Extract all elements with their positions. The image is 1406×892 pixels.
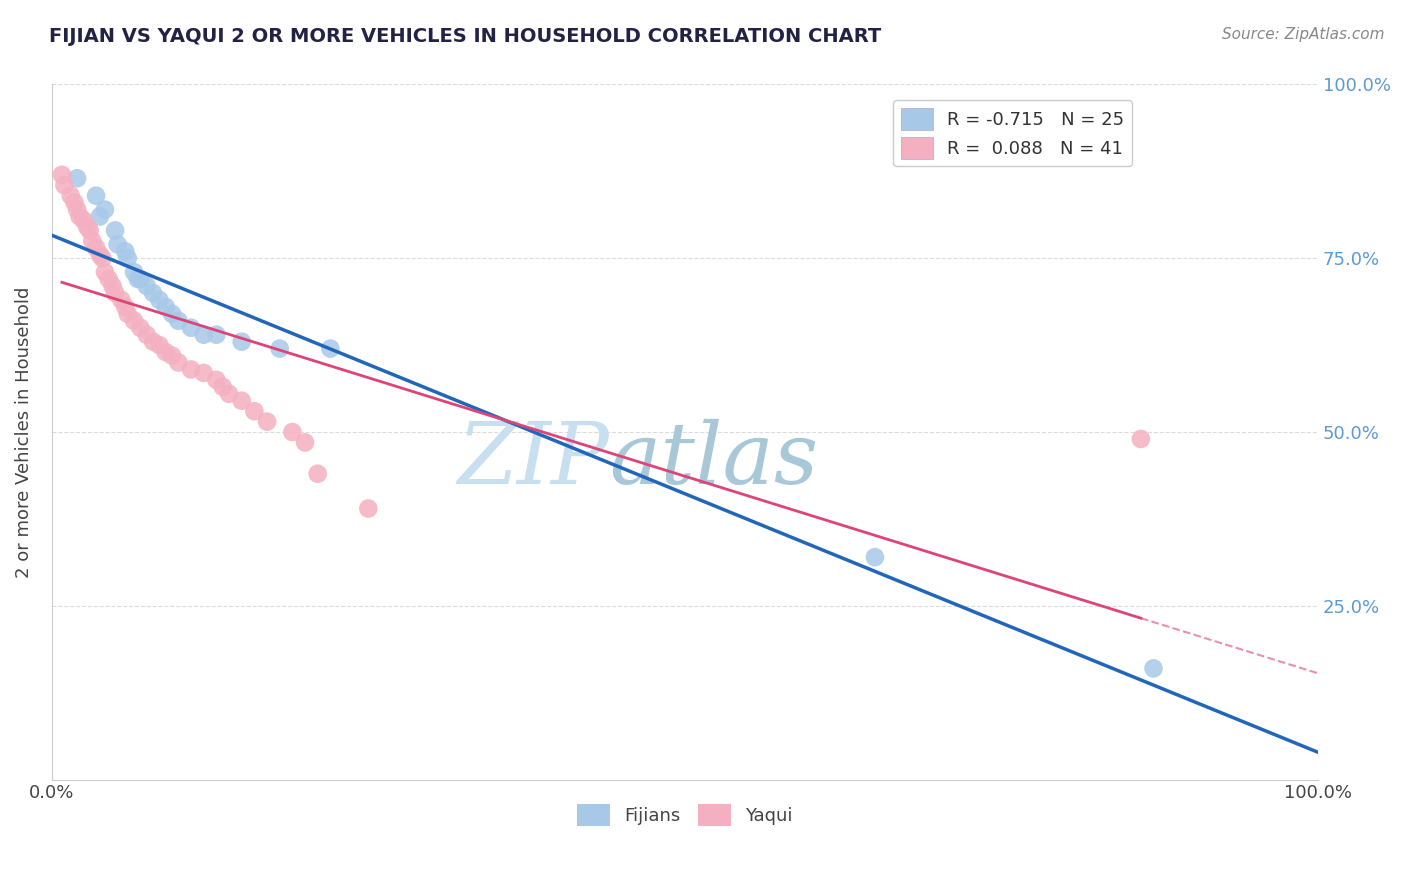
Point	[129, 320, 152, 334]
Point	[269, 342, 291, 356]
Point	[193, 366, 215, 380]
Point	[218, 386, 240, 401]
Point	[66, 202, 89, 217]
Point	[243, 404, 266, 418]
Point	[66, 171, 89, 186]
Point	[148, 338, 170, 352]
Text: FIJIAN VS YAQUI 2 OR MORE VEHICLES IN HOUSEHOLD CORRELATION CHART: FIJIAN VS YAQUI 2 OR MORE VEHICLES IN HO…	[49, 27, 882, 45]
Point	[53, 178, 76, 193]
Y-axis label: 2 or more Vehicles in Household: 2 or more Vehicles in Household	[15, 286, 32, 578]
Point	[84, 241, 107, 255]
Point	[863, 550, 886, 565]
Point	[89, 210, 111, 224]
Point	[357, 501, 380, 516]
Point	[79, 223, 101, 237]
Point	[114, 300, 136, 314]
Point	[76, 219, 98, 234]
Point	[91, 251, 114, 265]
Point	[122, 314, 145, 328]
Text: Source: ZipAtlas.com: Source: ZipAtlas.com	[1222, 27, 1385, 42]
Point	[135, 327, 157, 342]
Point	[127, 272, 149, 286]
Point	[180, 320, 202, 334]
Point	[1129, 432, 1152, 446]
Point	[160, 307, 183, 321]
Point	[205, 327, 228, 342]
Point	[231, 334, 253, 349]
Point	[82, 234, 104, 248]
Text: atlas: atlas	[609, 418, 818, 501]
Point	[167, 355, 190, 369]
Point	[59, 188, 82, 202]
Point	[110, 293, 132, 307]
Point	[211, 380, 233, 394]
Point	[155, 345, 177, 359]
Point	[104, 285, 127, 300]
Point	[114, 244, 136, 259]
Point	[117, 307, 139, 321]
Point	[89, 248, 111, 262]
Point	[142, 285, 165, 300]
Point	[97, 272, 120, 286]
Point	[1142, 661, 1164, 675]
Point	[117, 251, 139, 265]
Point	[256, 415, 278, 429]
Point	[94, 265, 117, 279]
Point	[148, 293, 170, 307]
Point	[69, 210, 91, 224]
Point	[101, 279, 124, 293]
Point	[142, 334, 165, 349]
Legend: Fijians, Yaqui: Fijians, Yaqui	[569, 797, 800, 833]
Point	[205, 373, 228, 387]
Point	[294, 435, 316, 450]
Point	[107, 237, 129, 252]
Point	[160, 349, 183, 363]
Point	[167, 314, 190, 328]
Point	[72, 213, 94, 227]
Point	[129, 272, 152, 286]
Point	[281, 425, 304, 439]
Point	[94, 202, 117, 217]
Point	[155, 300, 177, 314]
Point	[307, 467, 329, 481]
Point	[122, 265, 145, 279]
Point	[180, 362, 202, 376]
Point	[104, 223, 127, 237]
Point	[63, 195, 86, 210]
Point	[135, 279, 157, 293]
Point	[193, 327, 215, 342]
Point	[319, 342, 342, 356]
Point	[231, 393, 253, 408]
Text: ZIP: ZIP	[457, 418, 609, 501]
Point	[51, 168, 73, 182]
Point	[84, 188, 107, 202]
